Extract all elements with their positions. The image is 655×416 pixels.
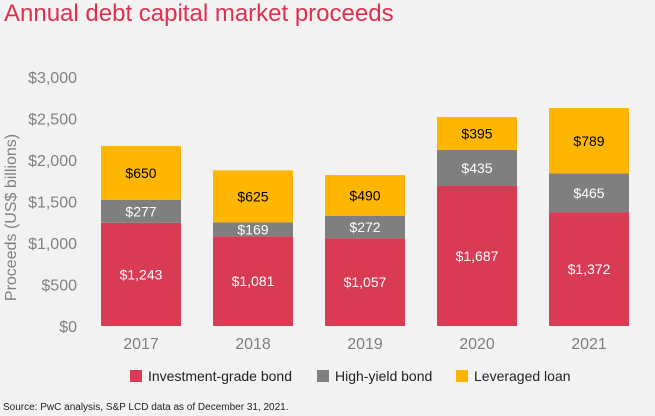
legend-swatch	[317, 370, 329, 382]
bar-segment	[549, 212, 629, 326]
stacked-bar-chart: $0 $500 $1,000 $1,500 $2,000 $2,500 $3,000 Proc…	[3, 70, 629, 384]
y-tick-label: $3,000	[28, 70, 77, 87]
bar-segment	[437, 185, 517, 326]
data-label: $1,372	[568, 261, 611, 277]
chart-title: Annual debt capital market proceeds	[4, 0, 394, 27]
bar-segment	[325, 215, 405, 239]
x-tick-label: 2019	[347, 336, 383, 353]
data-label: $490	[349, 187, 380, 203]
legend-label: Investment-grade bond	[148, 368, 292, 384]
x-tick-label: 2018	[235, 336, 271, 353]
y-tick-label: $500	[41, 278, 77, 295]
data-label: $169	[237, 221, 268, 237]
data-label: $1,243	[120, 266, 163, 282]
data-label: $277	[125, 203, 156, 219]
bar-segment	[437, 149, 517, 186]
legend-swatch	[456, 370, 468, 382]
bar-segment	[549, 173, 629, 213]
data-label: $465	[573, 185, 604, 201]
x-tick-label: 2021	[571, 336, 607, 353]
bar-segment	[213, 170, 293, 223]
bar-segment	[213, 236, 293, 326]
bar-segment	[101, 145, 181, 200]
bar-segment	[325, 175, 405, 216]
data-label: $625	[237, 188, 268, 204]
data-label: $1,687	[456, 248, 499, 264]
data-label: $1,081	[232, 273, 275, 289]
bar-segment	[549, 108, 629, 174]
y-tick-label: $2,500	[28, 112, 77, 129]
bar-segment	[101, 222, 181, 326]
data-label: $435	[461, 160, 492, 176]
bar-segment	[101, 199, 181, 223]
y-tick-label: $2,000	[28, 153, 77, 170]
bar-segment	[213, 222, 293, 237]
data-label: $1,057	[344, 274, 387, 290]
legend-label: High-yield bond	[335, 368, 432, 384]
bar-segment	[325, 238, 405, 326]
y-tick-label: $1,000	[28, 236, 77, 253]
x-tick-label: 2020	[459, 336, 495, 353]
y-tick-label: $1,500	[28, 195, 77, 212]
y-axis-title: Proceeds (US$ billions)	[3, 134, 20, 301]
x-tick-label: 2017	[123, 336, 159, 353]
data-label: $395	[461, 125, 492, 141]
bar-segment	[437, 117, 517, 150]
source-note: Source: PwC analysis, S&P LCD data as of…	[3, 402, 289, 413]
legend-label: Leveraged loan	[474, 368, 571, 384]
y-tick-label: $0	[59, 319, 77, 336]
data-label: $789	[573, 133, 604, 149]
data-label: $272	[349, 219, 380, 235]
legend-swatch	[130, 370, 142, 382]
data-label: $650	[125, 165, 156, 181]
